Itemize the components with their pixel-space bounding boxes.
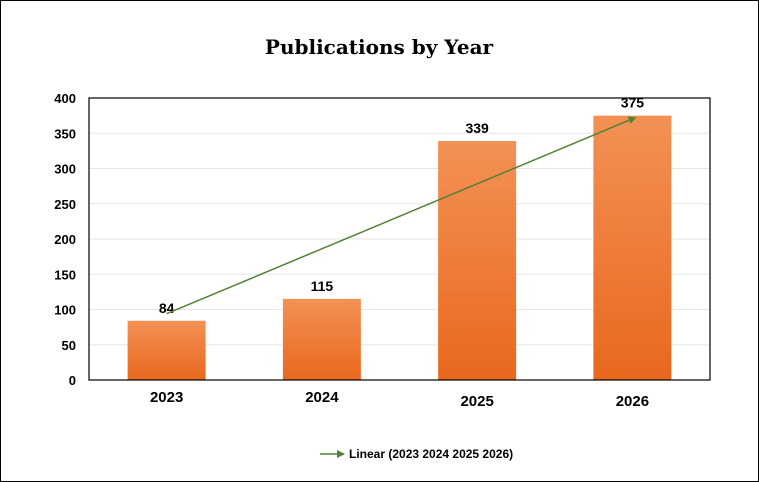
y-tick-label: 350 (54, 126, 76, 141)
x-tick-label: 2023 (150, 389, 183, 406)
data-label-2025: 339 (465, 120, 489, 136)
bar-2023 (127, 320, 206, 380)
y-tick-label: 0 (69, 373, 76, 388)
plot-area-border (88, 97, 711, 381)
data-label-2026: 375 (621, 95, 645, 111)
data-label-2024: 115 (311, 278, 334, 294)
bar-2026 (593, 115, 672, 380)
x-axis-ticks: 2023 2024 2025 2026 (150, 389, 649, 410)
x-tick-label: 2025 (460, 393, 493, 410)
y-axis-ticks: 0 50 100 150 200 250 300 350 400 (54, 91, 76, 388)
legend: Linear (2023 2024 2025 2026) (320, 447, 513, 461)
x-tick-label: 2024 (305, 389, 339, 406)
bars (127, 115, 672, 380)
y-tick-label: 200 (54, 232, 76, 247)
chart-title: Publications by Year (265, 35, 494, 59)
bar-2024 (282, 298, 361, 380)
linear-trendline (166, 116, 637, 315)
y-tick-label: 250 (54, 197, 76, 212)
y-tick-label: 150 (54, 267, 76, 282)
y-tick-label: 300 (54, 162, 76, 177)
x-tick-label: 2026 (616, 393, 649, 410)
y-tick-label: 400 (54, 91, 76, 106)
bar-2025 (438, 141, 517, 380)
y-tick-label: 50 (62, 338, 76, 353)
y-tick-label: 100 (54, 303, 76, 318)
legend-entry-trendline: Linear (2023 2024 2025 2026) (349, 447, 513, 461)
